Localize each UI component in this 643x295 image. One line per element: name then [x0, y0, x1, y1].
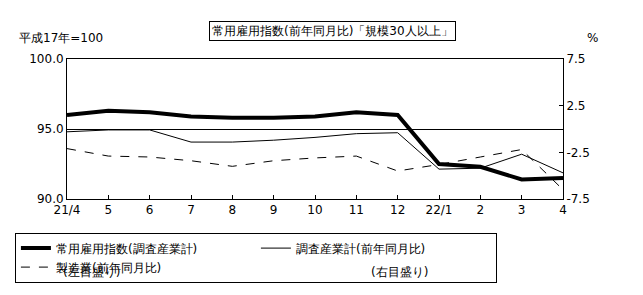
svg-text:4: 4: [559, 203, 567, 217]
svg-text:95.0: 95.0: [37, 122, 64, 136]
svg-text:%: %: [587, 31, 598, 45]
svg-text:常用雇用指数(前年同月比)「規模30人以上」: 常用雇用指数(前年同月比)「規模30人以上」: [212, 24, 453, 38]
svg-text:製造業(前年同月比): 製造業(前年同月比): [56, 261, 161, 275]
svg-text:8: 8: [229, 203, 237, 217]
svg-text:100.0: 100.0: [29, 52, 63, 66]
svg-text:90.0: 90.0: [37, 192, 64, 206]
svg-text:12: 12: [390, 203, 405, 217]
svg-text:2.5: 2.5: [566, 99, 585, 113]
svg-text:6: 6: [146, 203, 154, 217]
svg-text:-7.5: -7.5: [566, 192, 589, 206]
svg-text:7: 7: [187, 203, 195, 217]
svg-text:常用雇用指数(調査産業計): 常用雇用指数(調査産業計): [56, 242, 197, 256]
svg-text:7.5: 7.5: [566, 52, 585, 66]
svg-text:3: 3: [518, 203, 526, 217]
svg-text:5: 5: [105, 203, 113, 217]
svg-text:9: 9: [270, 203, 278, 217]
svg-text:21/4: 21/4: [54, 203, 81, 217]
svg-text:調査産業計(前年同月比): 調査産業計(前年同月比): [296, 242, 425, 256]
svg-text:-2.5: -2.5: [566, 146, 589, 160]
svg-text:22/1: 22/1: [426, 203, 453, 217]
svg-text:11: 11: [349, 203, 364, 217]
svg-text:(右目盛り): (右目盛り): [371, 265, 428, 279]
svg-text:10: 10: [307, 203, 322, 217]
svg-text:平成17年=100: 平成17年=100: [19, 31, 103, 45]
svg-text:(左目盛り): (左目盛り): [63, 265, 120, 279]
svg-text:2: 2: [477, 203, 485, 217]
